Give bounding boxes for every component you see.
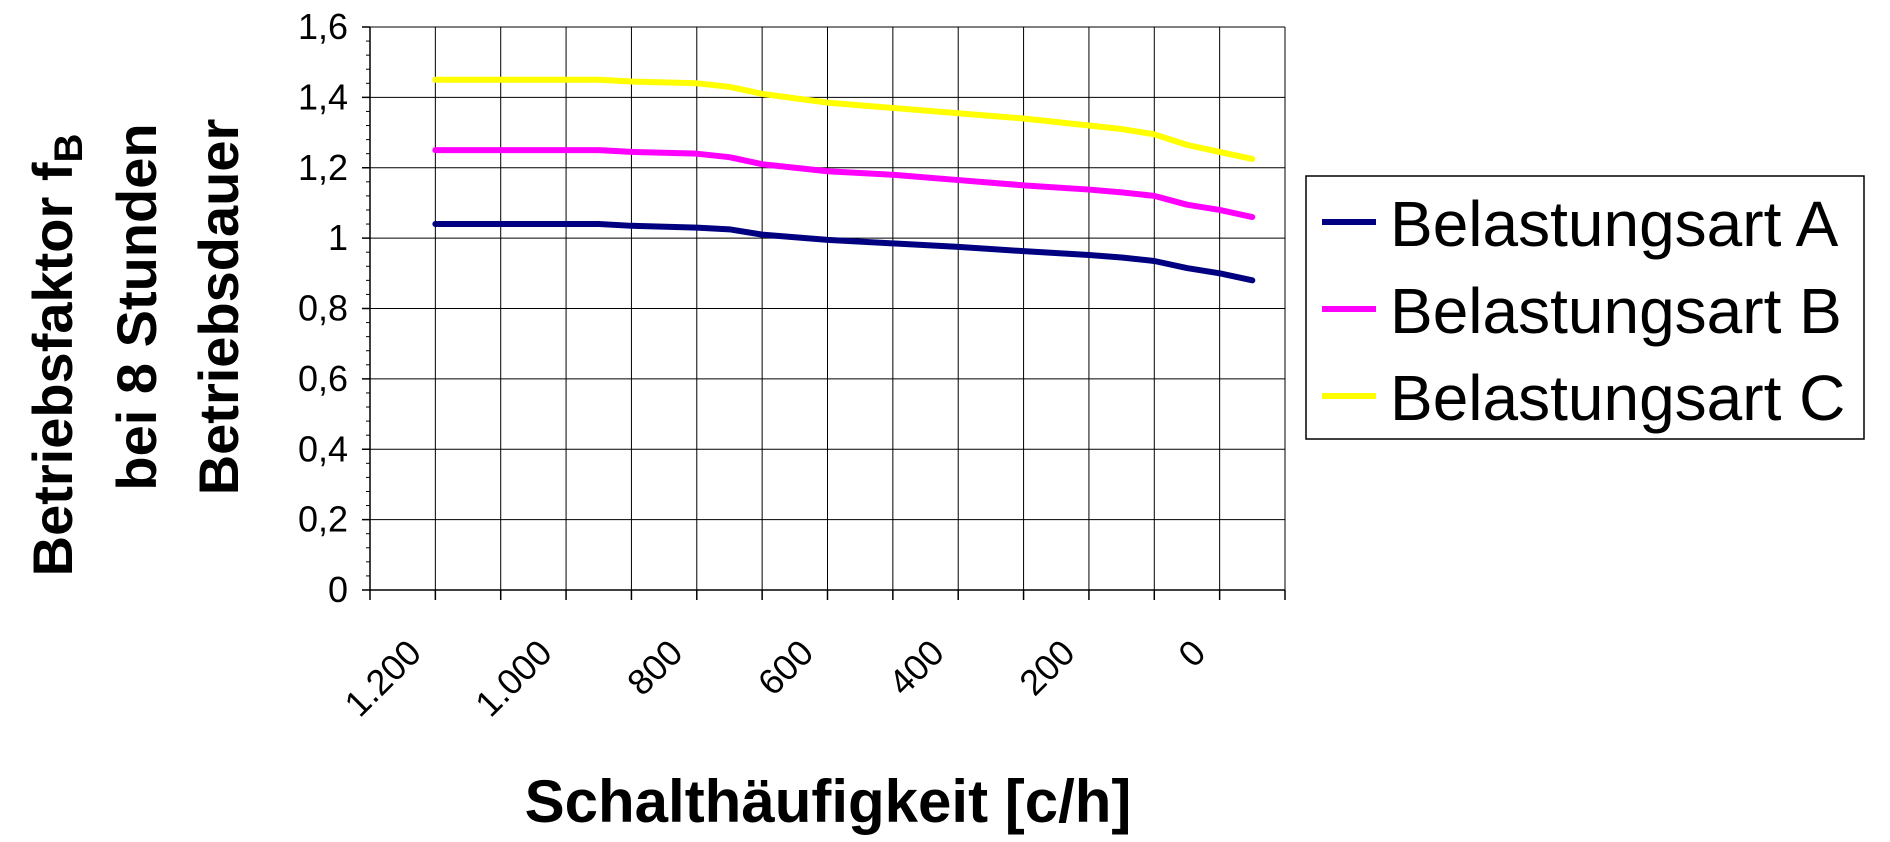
axes-layer — [362, 26, 1286, 600]
x-axis-title: Schalthäufigkeit [c/h] — [525, 768, 1132, 835]
series-line-b — [432, 147, 1256, 221]
y-tick-label: 1,2 — [298, 147, 348, 188]
legend: Belastungsart A Belastungsart B Belastun… — [1305, 175, 1865, 440]
y-axis-title: Betriebsfaktor fB — [21, 134, 91, 577]
x-tick-label: 1.000 — [467, 632, 560, 725]
x-tick-label: 600 — [750, 632, 821, 703]
series-line-c — [432, 76, 1256, 162]
legend-label-c: Belastungsart C — [1390, 362, 1845, 434]
y-tick-labels: 0 0,2 0,4 0,6 0,8 1 1,2 1,4 1,6 — [298, 6, 348, 610]
y-axis-title-group-2: bei 8 Stunden — [105, 123, 168, 490]
y-tick-label: 1 — [328, 217, 348, 258]
series-layer — [432, 76, 1256, 284]
y-tick-label: 0,4 — [298, 428, 348, 469]
y-axis-title-subscript: B — [47, 134, 91, 163]
legend-label-b: Belastungsart B — [1390, 275, 1842, 347]
y-tick-label: 1,6 — [298, 6, 348, 47]
y-tick-label: 1,4 — [298, 76, 348, 117]
x-tick-label: 800 — [619, 632, 690, 703]
grid-layer — [370, 26, 1286, 590]
y-tick-label: 0,6 — [298, 358, 348, 399]
x-tick-label: 400 — [880, 632, 951, 703]
y-axis-title-line-3: Betriebsdauer — [187, 119, 250, 496]
y-tick-label: 0,2 — [298, 499, 348, 540]
y-axis-title-group-3: Betriebsdauer — [187, 119, 250, 496]
y-axis-title-line-1: Betriebsfaktor fB — [21, 134, 91, 577]
x-tick-label: 0 — [1170, 632, 1213, 675]
series-line-a — [432, 221, 1256, 284]
x-tick-label: 200 — [1011, 632, 1082, 703]
legend-box — [1305, 175, 1865, 440]
y-axis-title-line-2: bei 8 Stunden — [105, 123, 168, 490]
legend-label-a: Belastungsart A — [1390, 188, 1839, 260]
x-tick-label: 1.200 — [336, 632, 429, 725]
y-axis-title-line-1-main: Betriebsfaktor f — [21, 162, 84, 576]
x-tick-labels: 1.200 1.000 800 600 400 200 0 — [336, 632, 1213, 725]
y-tick-label: 0 — [328, 569, 348, 610]
y-tick-label: 0,8 — [298, 288, 348, 329]
